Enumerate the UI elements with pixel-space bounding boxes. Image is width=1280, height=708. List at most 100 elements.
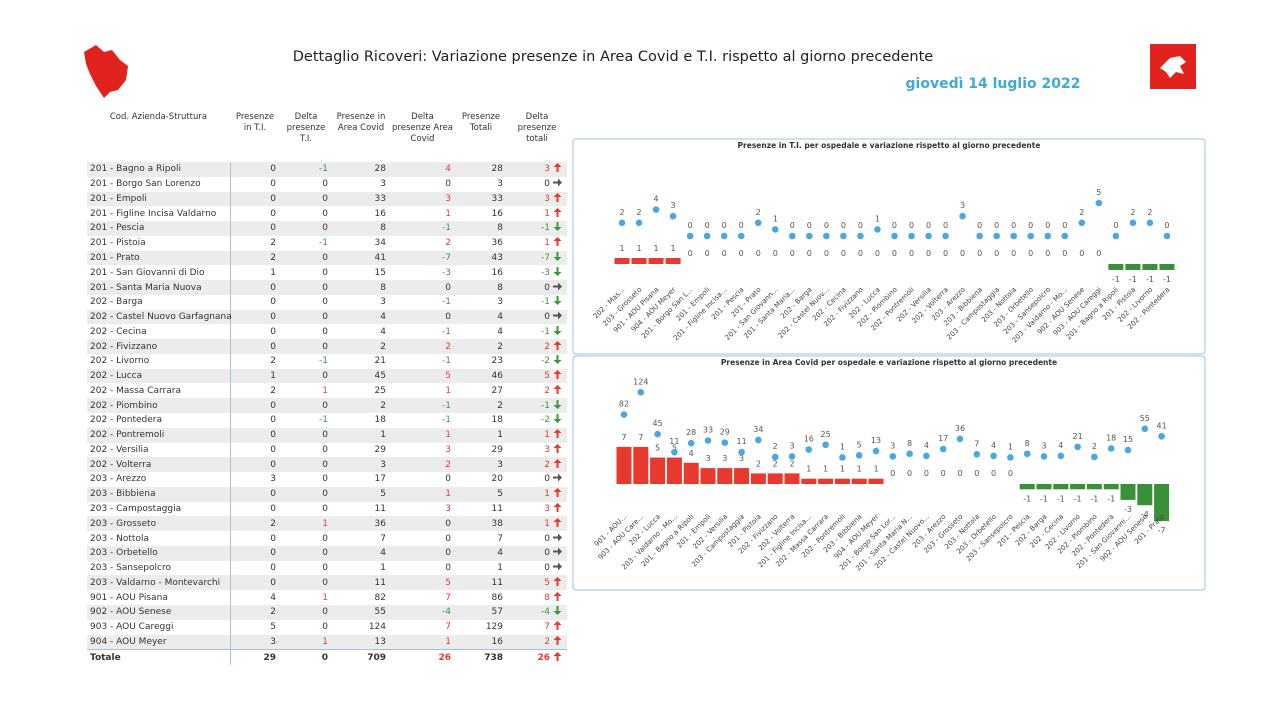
cell-text: 1 — [322, 385, 328, 396]
presence-point — [771, 226, 779, 233]
cell-text: 20 — [491, 474, 503, 485]
table-row: 202 - Versilia 0 0 29 3 29 3 — [87, 442, 567, 458]
value-label: 0 — [1062, 221, 1067, 230]
cell-text: 1 — [270, 371, 276, 382]
delta-label: 0 — [977, 249, 982, 258]
table-row: 203 - Grosseto 2 1 36 0 38 1 — [87, 516, 567, 532]
trend-arrow — [553, 296, 562, 306]
value-label: 1 — [1008, 442, 1013, 451]
cell-text: 0 — [322, 400, 328, 411]
cell-text: -4 — [442, 607, 451, 618]
delta-label: 0 — [1045, 249, 1050, 258]
table-cell: 55 — [332, 605, 390, 620]
cell-text: 2 — [380, 400, 386, 411]
table-cell: -3 — [390, 265, 455, 280]
table-row: 202 - Castel Nuovo Garfagnana 0 0 4 0 4 0 — [87, 309, 567, 325]
value-label: 15 — [1123, 435, 1133, 444]
table-cell: 2 — [230, 605, 280, 620]
cell-text: -7 — [541, 252, 550, 263]
table-cell: 0 — [280, 472, 332, 487]
delta-label: 1 — [840, 465, 845, 474]
table-cell: 46 — [455, 369, 507, 384]
value-label: 4 — [1058, 441, 1063, 450]
cell-text: 0 — [270, 533, 276, 544]
table-cell: 5 — [390, 575, 455, 590]
trend-arrow — [553, 282, 562, 290]
cell-text: 1 — [445, 636, 451, 647]
table-cell: 738 — [455, 649, 507, 666]
value-label: 0 — [790, 221, 795, 230]
table-cell: 0 — [507, 472, 567, 487]
table-cell: 124 — [332, 620, 390, 635]
cell-text: 0 — [270, 444, 276, 455]
table-row: 903 - AOU Careggi 5 0 124 7 129 7 — [87, 619, 567, 635]
arrow-shape — [553, 651, 562, 661]
trend-arrow — [553, 192, 562, 202]
cell-text: 2 — [270, 252, 276, 263]
delta-label: -1 — [1112, 275, 1120, 284]
trend-arrow — [553, 370, 562, 380]
cell-text: 202 - Livorno — [90, 356, 150, 367]
table-cell: 902 - AOU Senese — [87, 604, 231, 620]
table-row: 201 - Figline Incisa Valdarno 0 0 16 1 16 1 — [87, 206, 567, 222]
table-cell: 203 - Arezzo — [87, 472, 231, 487]
trend-arrow — [553, 473, 562, 482]
delta-label: 0 — [1011, 249, 1016, 258]
cell-text: 3 — [380, 297, 386, 308]
cell-text: 43 — [491, 252, 503, 263]
arrow-shape — [553, 547, 562, 556]
cell-text: 0 — [322, 503, 328, 514]
cell-text: 2 — [270, 356, 276, 367]
arrow-shape — [553, 251, 562, 261]
table-cell: 0 — [390, 177, 455, 192]
column-header: Presenze Totali — [461, 112, 501, 133]
cell-text: 0 — [270, 282, 276, 293]
delta-label: 7 — [621, 433, 626, 442]
table-cell: 0 — [507, 546, 567, 561]
trend-arrow — [553, 635, 562, 645]
table-cell: 2 — [230, 383, 280, 398]
table-cell: 0 — [230, 531, 280, 546]
cell-text: 29 — [263, 652, 276, 663]
delta-bar — [801, 478, 817, 484]
table-row: 201 - Borgo San Lorenzo 0 0 3 0 3 0 — [87, 176, 567, 192]
table-cell: -1 — [280, 162, 332, 177]
table-cell: 28 — [455, 162, 507, 177]
table-cell: 5 — [230, 620, 280, 635]
value-label: 2 — [1079, 208, 1084, 217]
value-label: 2 — [619, 208, 624, 217]
cell-text: 29 — [491, 444, 503, 455]
cell-text: 36 — [374, 518, 386, 529]
value-label: 0 — [1045, 221, 1050, 230]
table-cell: 7 — [507, 620, 567, 635]
delta-label: -1 — [1074, 494, 1082, 503]
chart-title: Presenze in T.I. per ospedale e variazio… — [738, 141, 1041, 150]
cell-text: 4 — [497, 548, 503, 559]
cell-text: 202 - Fivizzano — [90, 341, 158, 352]
table-cell: 0 — [230, 443, 280, 458]
presence-point — [1163, 232, 1171, 240]
table-cell: 2 — [332, 339, 390, 354]
table-row: 902 - AOU Senese 2 0 55 -4 57 -4 — [87, 604, 567, 620]
delta-label: 0 — [688, 249, 693, 258]
table-cell: 203 - Sansepolcro — [87, 560, 231, 576]
table-cell: 0 — [230, 428, 280, 443]
table-cell: 2 — [507, 635, 567, 650]
table-cell: 25 — [332, 383, 390, 398]
cell-text: 0 — [322, 548, 328, 559]
presence-point — [990, 452, 997, 460]
cell-text: 13 — [374, 636, 386, 647]
delta-label: 0 — [957, 469, 962, 478]
table-cell: 0 — [230, 339, 280, 354]
table-cell: -1 — [390, 295, 455, 310]
delta-label: 0 — [991, 469, 996, 478]
table-cell: 4 — [230, 590, 280, 605]
delta-label: 1 — [636, 244, 641, 253]
table-cell: -1 — [390, 221, 455, 236]
presence-point — [889, 453, 897, 460]
value-label: 2 — [756, 208, 761, 217]
table-row: 203 - Valdarno - Montevarchi 0 0 11 5 11 5 — [87, 575, 567, 591]
trend-arrow — [553, 488, 562, 498]
table-cell: 3 — [455, 177, 507, 192]
table-cell: 1 — [280, 516, 332, 531]
